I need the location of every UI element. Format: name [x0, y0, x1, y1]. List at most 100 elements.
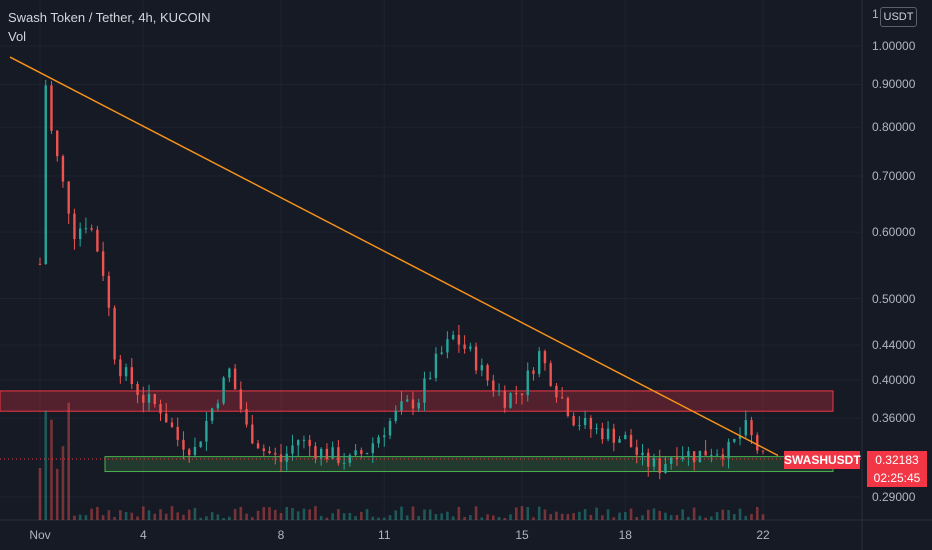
candle-up: [434, 353, 438, 378]
candle-down: [337, 447, 340, 464]
candle-up: [698, 450, 702, 463]
volume-bar: [279, 513, 283, 520]
trendline: [9, 56, 779, 457]
candle-up: [216, 403, 220, 409]
candle-down: [107, 275, 111, 308]
candle-down: [176, 426, 179, 440]
volume-bar: [61, 446, 65, 520]
volume-bar: [296, 511, 300, 520]
candle-up: [469, 346, 472, 349]
volume-bar: [578, 511, 581, 520]
volume-bar: [572, 513, 575, 520]
volume-bar: [233, 508, 237, 520]
volume-bar: [750, 513, 753, 520]
volume-bar: [492, 515, 495, 520]
currency-badge[interactable]: USDT: [880, 7, 917, 27]
candle-up: [199, 441, 202, 448]
candle-down: [61, 156, 65, 182]
volume-bar: [187, 509, 191, 520]
candle-down: [721, 454, 725, 459]
volume-bar: [159, 509, 162, 520]
volume-bar: [44, 410, 48, 520]
volume-bar: [256, 510, 260, 520]
candle-down: [274, 453, 277, 455]
candle-down: [750, 420, 753, 436]
volume-bar: [509, 514, 512, 520]
candle-down: [256, 443, 260, 449]
candle-up: [423, 378, 426, 403]
candle-up: [193, 447, 197, 456]
volume-bar: [589, 514, 593, 520]
volume-bar: [440, 513, 443, 520]
candle-down: [233, 368, 237, 390]
volume-bar: [692, 507, 696, 520]
candle-down: [560, 397, 564, 399]
volume-bar: [549, 514, 552, 520]
candle-down: [601, 428, 604, 440]
volume-bar: [285, 507, 289, 520]
candle-up: [406, 399, 409, 402]
volume-bar: [170, 506, 174, 520]
volume-bar: [658, 510, 662, 520]
volume-bar: [331, 513, 334, 520]
candle-down: [67, 181, 70, 214]
volume-bar: [365, 509, 369, 520]
candle-up: [715, 454, 719, 456]
candle-down: [262, 448, 265, 452]
candle-up: [578, 425, 581, 427]
volume-bar: [348, 512, 352, 520]
candle-up: [205, 420, 208, 442]
candle-up: [727, 441, 730, 459]
volume-bar: [698, 515, 702, 520]
volume-bar: [360, 511, 363, 520]
volume-bar: [537, 506, 541, 520]
candle-up: [664, 463, 667, 473]
candle-down: [692, 451, 696, 463]
candle-up: [744, 420, 747, 436]
volume-bar: [434, 513, 438, 520]
volume-bar: [629, 508, 633, 520]
candle-down: [704, 450, 707, 456]
candle-down: [56, 130, 59, 157]
candle-up: [377, 437, 380, 444]
candle-up: [526, 370, 529, 396]
candle-up: [606, 428, 610, 440]
volume-bar: [755, 506, 759, 520]
candle-down: [182, 439, 185, 450]
candle-up: [383, 435, 386, 438]
volume-bar: [721, 509, 725, 520]
volume-bar: [675, 515, 679, 520]
volume-bar: [199, 517, 202, 520]
volume-bar: [78, 514, 82, 520]
volume-bar: [474, 506, 478, 520]
volume-bar: [646, 509, 650, 520]
volume-bar: [273, 509, 277, 520]
candle-down: [555, 385, 558, 398]
volume-bar: [245, 513, 248, 520]
volume-bar: [308, 509, 311, 520]
candle-up: [733, 438, 736, 442]
candle-down: [308, 439, 311, 447]
volume-bar: [101, 515, 105, 520]
candle-down: [119, 359, 122, 377]
candle-up: [400, 401, 403, 411]
volume-bar: [687, 516, 690, 520]
candle-up: [348, 455, 352, 463]
volume-bar: [514, 507, 518, 520]
volume-bar: [38, 468, 42, 520]
candles: [38, 79, 765, 480]
candle-down: [532, 370, 535, 374]
volume-bar: [652, 508, 656, 520]
volume-bar: [319, 515, 323, 520]
volume-bar: [451, 516, 455, 520]
volume-bar: [423, 509, 426, 520]
y-tick-label: 0.36000: [872, 411, 916, 426]
candle-down: [503, 390, 506, 408]
candle-up: [371, 443, 375, 454]
volume-bar: [182, 514, 185, 520]
volume-bar: [566, 514, 570, 520]
x-tick-label: 22: [756, 528, 770, 542]
candle-up: [641, 452, 644, 455]
last-price-box: 0.32183 02:25:45: [867, 451, 927, 487]
